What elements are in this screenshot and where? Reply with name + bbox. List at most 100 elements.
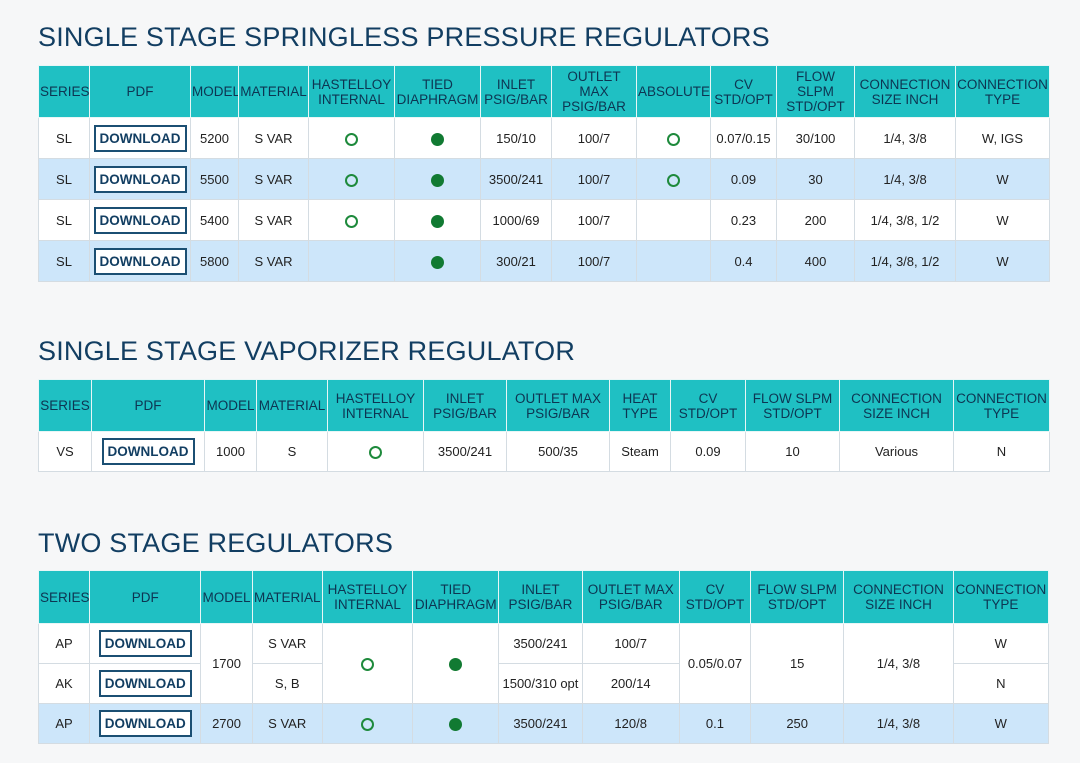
cell-model: 2700: [200, 703, 253, 744]
filled-dot-icon: [449, 658, 463, 672]
cell-inlet: 1000/69: [480, 199, 552, 241]
header-material: MATERIAL: [251, 570, 323, 624]
cell-model: 1000: [204, 431, 257, 472]
cell-series: SL: [38, 117, 90, 159]
download-button[interactable]: DOWNLOAD: [98, 710, 192, 737]
header-flow: FLOW SLPM STD/OPT: [745, 379, 840, 432]
header-outlet: OUTLET MAX PSIG/BAR: [581, 570, 680, 624]
cell-pdf: DOWNLOAD: [89, 623, 202, 664]
springless-table: SERIES PDF MODEL MATERIAL HASTELLOY INTE…: [38, 65, 1050, 282]
header-type: CONNECTION TYPE: [953, 379, 1050, 432]
cell-model: 5500: [190, 158, 239, 200]
cell-flow: 10: [745, 431, 840, 472]
cell-outlet: 200/14: [581, 663, 680, 704]
cell-inlet: 300/21: [480, 240, 552, 282]
cell-size: 1/4, 3/8: [843, 623, 954, 704]
open-circle-icon: [369, 446, 382, 460]
cell-flow: 250: [750, 703, 845, 744]
header-outlet: OUTLET MAX PSIG/BAR: [506, 379, 610, 432]
cell-cv: 0.1: [678, 703, 752, 744]
header-type: CONNECTION TYPE: [952, 570, 1050, 624]
cell-tied: [394, 158, 481, 200]
download-button[interactable]: DOWNLOAD: [93, 165, 187, 193]
open-circle-icon: [360, 658, 374, 672]
cell-type: W: [955, 158, 1050, 200]
cell-size: 1/4, 3/8: [854, 158, 956, 200]
download-button[interactable]: DOWNLOAD: [93, 124, 187, 152]
header-heat: HEAT TYPE: [609, 379, 671, 432]
cell-type: W: [952, 703, 1050, 744]
download-button[interactable]: DOWNLOAD: [98, 670, 192, 697]
header-series: SERIES: [38, 65, 90, 118]
vaporizer-table: SERIES PDF MODEL MATERIAL HASTELLOY INTE…: [38, 379, 1050, 472]
cell-material: S VAR: [251, 623, 323, 664]
cell-inlet: 3500/241: [423, 431, 507, 472]
cell-pdf: DOWNLOAD: [89, 117, 191, 159]
cell-outlet: 100/7: [551, 158, 637, 200]
filled-dot-icon: [431, 255, 444, 269]
cell-flow: 200: [776, 199, 855, 241]
cell-cv: 0.4: [710, 240, 777, 282]
cell-hastelloy: [321, 703, 414, 744]
cell-hastelloy: [308, 117, 395, 159]
cell-cv: 0.09: [670, 431, 746, 472]
open-circle-icon: [667, 132, 680, 146]
cell-material: S: [256, 431, 328, 472]
cell-inlet: 3500/241: [480, 158, 552, 200]
cell-outlet: 100/7: [551, 240, 637, 282]
cell-size: 1/4, 3/8: [843, 703, 954, 744]
table-row: SL DOWNLOAD 5500 S VAR 3500/241 100/7 0.…: [38, 158, 1050, 200]
table-header-row: SERIES PDF MODEL MATERIAL HASTELLOY INTE…: [37, 570, 1050, 624]
cell-outlet: 100/7: [551, 117, 637, 159]
open-circle-icon: [667, 173, 680, 187]
cell-outlet: 100/7: [551, 199, 637, 241]
header-pdf: PDF: [89, 65, 191, 118]
cell-model: 5400: [190, 199, 239, 241]
open-circle-icon: [345, 214, 358, 228]
cell-inlet: 150/10: [480, 117, 552, 159]
download-button[interactable]: DOWNLOAD: [93, 247, 187, 275]
cell-type: N: [952, 663, 1050, 704]
cell-material: S VAR: [238, 240, 309, 282]
header-tied: TIED DIAPHRAGM: [412, 570, 500, 624]
download-button[interactable]: DOWNLOAD: [93, 206, 187, 234]
cell-material: S VAR: [251, 703, 323, 744]
header-hastelloy: HASTELLOY INTERNAL: [321, 570, 414, 624]
cell-type: N: [953, 431, 1050, 472]
header-flow: FLOW SLPM STD/OPT: [776, 65, 855, 118]
header-model: MODEL: [200, 570, 253, 624]
header-pdf: PDF: [91, 379, 205, 432]
header-absolute: ABSOLUTE: [636, 65, 711, 118]
cell-heat: Steam: [609, 431, 671, 472]
cell-pdf: DOWNLOAD: [89, 158, 191, 200]
filled-dot-icon: [449, 718, 463, 732]
header-material: MATERIAL: [238, 65, 309, 118]
cell-series: SL: [38, 240, 90, 282]
table-row: SL DOWNLOAD 5200 S VAR 150/10 100/7 0.07…: [38, 117, 1050, 159]
cell-type: W, IGS: [955, 117, 1050, 159]
download-button[interactable]: DOWNLOAD: [101, 438, 195, 465]
header-cv: CV STD/OPT: [710, 65, 777, 118]
cell-absolute: [636, 158, 711, 200]
cell-size: 1/4, 3/8, 1/2: [854, 199, 956, 241]
cell-series: SL: [38, 158, 90, 200]
header-model: MODEL: [190, 65, 239, 118]
download-button[interactable]: DOWNLOAD: [98, 630, 192, 657]
open-circle-icon: [345, 132, 358, 146]
cell-tied: [412, 623, 500, 704]
cell-cv: 0.23: [710, 199, 777, 241]
cell-absolute: [636, 199, 711, 241]
filled-dot-icon: [431, 132, 444, 146]
two-stage-table: SERIES PDF MODEL MATERIAL HASTELLOY INTE…: [37, 570, 1050, 744]
header-hastelloy: HASTELLOY INTERNAL: [327, 379, 424, 432]
cell-type: W: [955, 240, 1050, 282]
filled-dot-icon: [431, 214, 444, 228]
table-row: AP DOWNLOAD 1700 S VAR 3500/241 100/7 0.…: [37, 623, 1050, 704]
cell-absolute: [636, 117, 711, 159]
header-pdf: PDF: [89, 570, 202, 624]
cell-pdf: DOWNLOAD: [89, 199, 191, 241]
table-header-row: SERIES PDF MODEL MATERIAL HASTELLOY INTE…: [38, 379, 1050, 432]
cell-inlet: 3500/241: [498, 623, 583, 664]
cell-flow: 30/100: [776, 117, 855, 159]
cell-size: 1/4, 3/8, 1/2: [854, 240, 956, 282]
